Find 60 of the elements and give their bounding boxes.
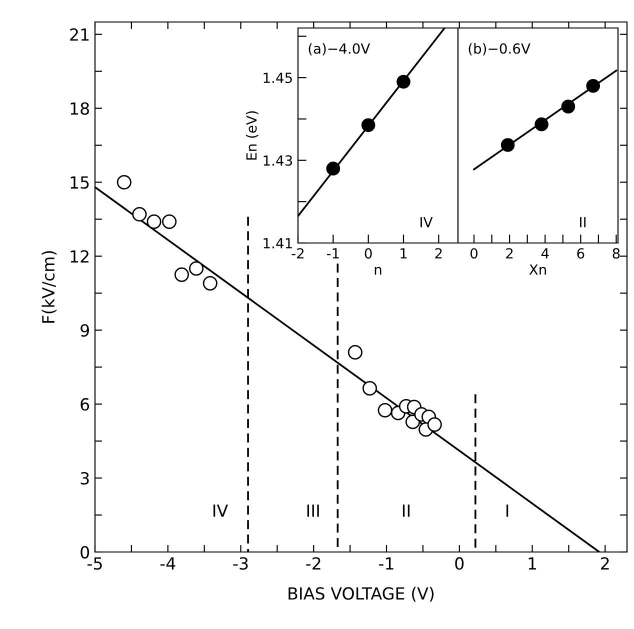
point — [362, 381, 378, 396]
x-tick-label: -5 — [88, 557, 102, 570]
point — [396, 74, 410, 89]
annotation: II — [402, 504, 410, 517]
x-tick-label: -2 — [306, 557, 320, 570]
x-axis-title: n — [374, 266, 382, 275]
x-tick-label: 1 — [400, 248, 407, 258]
x-axis-title: BIAS VOLTAGE (V) — [288, 586, 434, 602]
point — [348, 345, 362, 360]
point — [586, 78, 600, 93]
x-tick-label: -1 — [326, 248, 339, 258]
point — [189, 261, 204, 276]
x-tick-label: 6 — [577, 248, 584, 259]
x-tick-label: 8 — [612, 248, 620, 259]
annotation: II — [580, 217, 586, 228]
x-axis-title: Xn — [529, 264, 546, 275]
point — [378, 402, 392, 418]
annotation: I — [506, 504, 508, 517]
y-tick-label: 1.43 — [264, 155, 292, 166]
y-axis-title: En (eV) — [246, 111, 258, 160]
point — [427, 417, 442, 432]
x-tick-label: -4 — [160, 557, 176, 570]
x-tick-label: 4 — [541, 248, 549, 258]
point — [561, 100, 576, 114]
point — [116, 174, 132, 190]
x-tick-label: 2 — [435, 248, 442, 258]
x-tick-label: 2 — [506, 248, 513, 258]
point — [162, 214, 177, 229]
annotation: IV — [420, 217, 433, 228]
point — [202, 276, 218, 291]
point — [534, 117, 548, 132]
text: (b)−0.6V — [468, 43, 530, 56]
y-tick-label: 3 — [80, 472, 89, 485]
x-tick-label: 0 — [364, 248, 372, 259]
y-tick-label: 12 — [70, 250, 88, 263]
text: (a)−4.0V — [308, 43, 370, 56]
point — [146, 214, 162, 229]
annotation: III — [307, 504, 319, 517]
point — [326, 162, 340, 176]
point — [361, 118, 376, 132]
x-tick-label: -3 — [233, 557, 248, 570]
y-tick-label: 15 — [70, 176, 89, 189]
annotation: IV — [213, 504, 228, 517]
x-tick-label: 1 — [528, 557, 536, 570]
y-tick-label: 21 — [70, 28, 89, 41]
y-tick-label: 18 — [70, 102, 89, 115]
y-tick-label: 0 — [80, 546, 90, 559]
x-tick-label: 2 — [601, 557, 609, 570]
y-tick-label: 1.45 — [264, 72, 292, 84]
y-axis-title: F(kV/cm) — [42, 251, 57, 323]
point — [500, 138, 515, 152]
y-tick-label: 6 — [80, 398, 90, 411]
x-tick-label: 0 — [470, 248, 478, 259]
x-tick-label: 0 — [455, 557, 464, 570]
point — [174, 267, 190, 282]
y-tick-label: 9 — [80, 324, 89, 337]
y-tick-label: 1.41 — [264, 238, 292, 248]
x-tick-label: -2 — [292, 248, 304, 258]
x-tick-label: -1 — [379, 557, 394, 570]
point — [132, 206, 147, 222]
